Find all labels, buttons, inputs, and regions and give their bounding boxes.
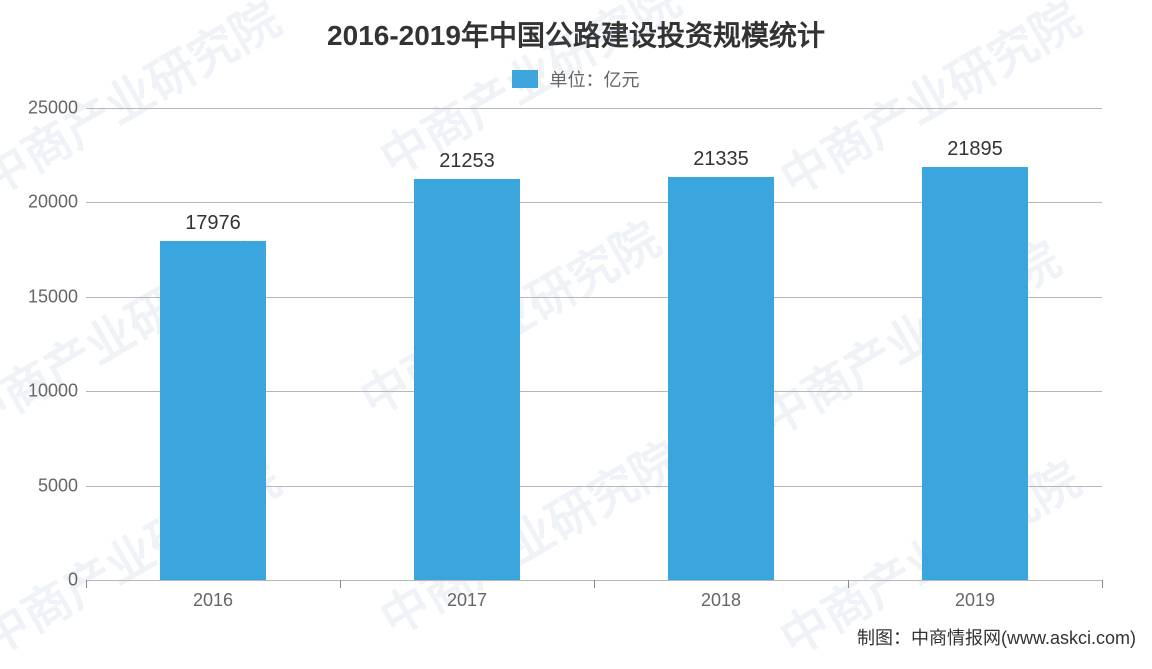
x-tick bbox=[86, 580, 87, 588]
gridline bbox=[86, 108, 1102, 109]
chart-title: 2016-2019年中国公路建设投资规模统计 bbox=[0, 0, 1152, 54]
bar-value-label: 17976 bbox=[185, 212, 241, 235]
bar bbox=[160, 241, 267, 580]
legend-swatch bbox=[512, 70, 538, 88]
x-tick bbox=[848, 580, 849, 588]
y-tick-label: 0 bbox=[68, 570, 86, 591]
x-tick-label: 2016 bbox=[193, 590, 233, 611]
chart-plot-area: 0500010000150002000025000201620172018201… bbox=[86, 108, 1102, 580]
x-tick-label: 2017 bbox=[447, 590, 487, 611]
y-tick-label: 20000 bbox=[28, 192, 86, 213]
x-tick bbox=[340, 580, 341, 588]
y-tick-label: 10000 bbox=[28, 381, 86, 402]
bar bbox=[668, 177, 775, 580]
y-tick-label: 25000 bbox=[28, 98, 86, 119]
bar-value-label: 21895 bbox=[947, 138, 1003, 161]
x-tick bbox=[1102, 580, 1103, 588]
legend-label: 单位：亿元 bbox=[550, 70, 640, 90]
x-tick bbox=[594, 580, 595, 588]
y-tick-label: 5000 bbox=[38, 475, 86, 496]
x-tick-label: 2018 bbox=[701, 590, 741, 611]
y-tick-label: 15000 bbox=[28, 286, 86, 307]
chart-credit: 制图：中商情报网(www.askci.com) bbox=[857, 624, 1136, 650]
bar-value-label: 21335 bbox=[693, 148, 749, 171]
chart-legend: 单位：亿元 bbox=[0, 66, 1152, 92]
bar bbox=[922, 167, 1029, 580]
bar-value-label: 21253 bbox=[439, 150, 495, 173]
x-tick-label: 2019 bbox=[955, 590, 995, 611]
bar bbox=[414, 179, 521, 580]
